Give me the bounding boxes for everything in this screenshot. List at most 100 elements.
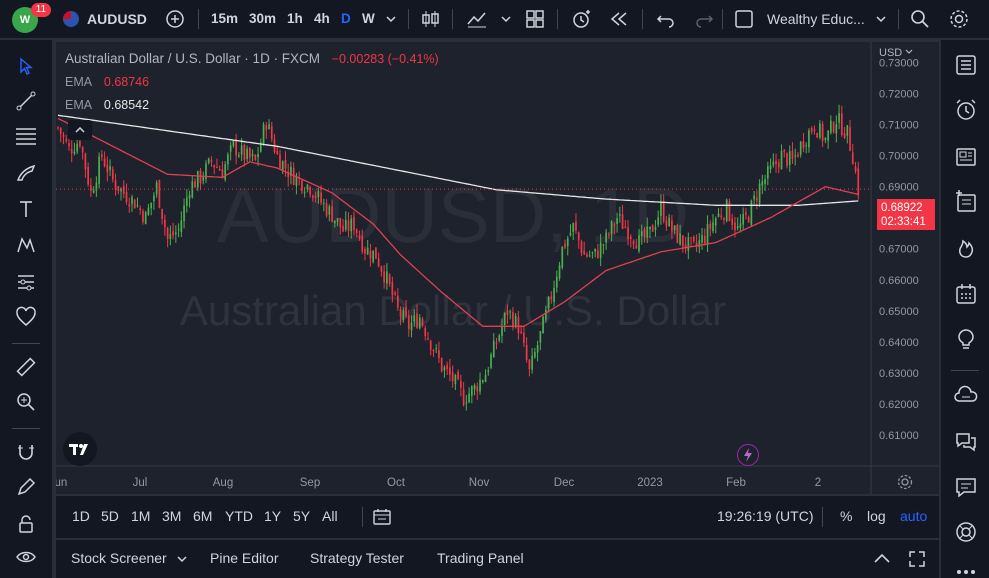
settings-button[interactable]	[948, 8, 970, 30]
help-button[interactable]	[951, 517, 981, 547]
redo-button[interactable]	[693, 8, 715, 30]
percent-scale-toggle[interactable]: %	[840, 508, 853, 524]
tradingview-logo[interactable]	[63, 432, 97, 466]
range-5d-button[interactable]: 5D	[101, 508, 119, 524]
currency-selector[interactable]: USD	[879, 47, 913, 59]
square-icon	[735, 10, 753, 28]
candle-body	[295, 175, 298, 186]
candle-body	[583, 250, 586, 255]
magnet-tool[interactable]	[12, 438, 40, 466]
clock-timezone[interactable]: 19:26:19 (UTC)	[717, 508, 814, 524]
interval-w-button[interactable]: W	[362, 11, 375, 26]
candle-body	[566, 238, 569, 247]
interval-4h-button[interactable]: 4h	[314, 11, 330, 26]
range-all-button[interactable]: All	[322, 508, 338, 524]
search-button[interactable]	[909, 8, 931, 30]
chart-pane[interactable]: AUDUSD, 1D Australian Dollar / U.S. Dolla…	[56, 42, 939, 494]
chart-type-button[interactable]	[420, 8, 442, 30]
calendar-arrow-icon	[373, 509, 391, 525]
cursor-tool[interactable]	[12, 52, 40, 80]
calendar-button[interactable]	[951, 279, 981, 309]
alerts-button[interactable]	[951, 95, 981, 125]
undo-button[interactable]	[655, 8, 677, 30]
tab-pine-editor[interactable]: Pine Editor	[210, 550, 279, 566]
stay-in-drawing-tool[interactable]	[12, 473, 40, 501]
templates-dropdown-button[interactable]	[500, 8, 512, 30]
range-1m-button[interactable]: 1M	[131, 508, 151, 524]
candle-body	[322, 203, 325, 205]
data-window-button[interactable]	[951, 187, 981, 217]
hotlists-button[interactable]	[951, 233, 981, 263]
add-symbol-button[interactable]	[164, 8, 186, 30]
layouts-button[interactable]	[524, 8, 546, 30]
range-1d-button[interactable]: 1D	[72, 508, 90, 524]
watchlist-button[interactable]	[951, 50, 981, 80]
range-1y-button[interactable]: 1Y	[264, 508, 282, 524]
indicators-button[interactable]	[466, 8, 488, 30]
chats-button[interactable]	[951, 426, 981, 456]
text-tool[interactable]	[12, 195, 40, 223]
range-5y-button[interactable]: 5Y	[293, 508, 311, 524]
pattern-tool[interactable]	[12, 231, 40, 259]
range-6m-button[interactable]: 6M	[193, 508, 213, 524]
tab-trading-panel[interactable]: Trading Panel	[437, 550, 524, 566]
screener-dropdown-button[interactable]	[176, 552, 188, 571]
time-tick-label: Nov	[469, 477, 490, 489]
candle-body	[857, 168, 860, 196]
news-button[interactable]	[951, 142, 981, 172]
layout-select-button[interactable]	[733, 8, 755, 30]
zoom-tool[interactable]	[12, 388, 40, 416]
candle-body	[777, 162, 780, 168]
brush-tool[interactable]	[12, 159, 40, 187]
ema-slow-legend[interactable]: EMA 0.68542	[65, 98, 149, 112]
ema-fast-legend[interactable]: EMA 0.68746	[65, 75, 149, 89]
interval-30m-button[interactable]: 30m	[249, 11, 277, 26]
range-3m-button[interactable]: 3M	[162, 508, 182, 524]
events-button[interactable]	[737, 444, 759, 466]
collapse-legend-button[interactable]	[68, 120, 92, 140]
watermark-name: Australian Dollar / U.S. Dollar	[180, 287, 726, 334]
tab-strategy-tester[interactable]: Strategy Tester	[310, 550, 404, 566]
candle-body	[284, 160, 287, 169]
chart-legend-title[interactable]: Australian Dollar / U.S. Dollar · 1D · F…	[65, 51, 439, 66]
alert-button[interactable]	[570, 8, 592, 30]
maximize-panel-button[interactable]	[907, 549, 927, 574]
gear-icon	[950, 10, 968, 28]
range-ytd-button[interactable]: YTD	[225, 508, 253, 524]
candle-body	[438, 350, 440, 359]
message-icon	[956, 478, 976, 498]
streams-button[interactable]	[951, 382, 981, 412]
go-to-date-button[interactable]	[372, 507, 392, 532]
lock-drawings-tool[interactable]	[12, 510, 40, 538]
tab-stock-screener[interactable]: Stock Screener	[71, 550, 167, 566]
layout-dropdown-button[interactable]	[875, 8, 887, 30]
hide-drawings-tool[interactable]	[12, 543, 40, 571]
fib-tool[interactable]	[12, 122, 40, 150]
chart-settings-button[interactable]	[896, 473, 914, 496]
currency-label: USD	[879, 47, 903, 59]
time-tick-label: Aug	[213, 477, 233, 489]
price-chart[interactable]: AUDUSD, 1D Australian Dollar / U.S. Dolla…	[56, 42, 939, 494]
trend-line-tool[interactable]	[12, 87, 40, 115]
ideas-button[interactable]	[951, 325, 981, 355]
candle-body	[676, 225, 679, 243]
candle-body	[427, 338, 429, 340]
interval-1h-button[interactable]: 1h	[287, 11, 303, 26]
prediction-tool[interactable]	[12, 268, 40, 296]
icons-tool[interactable]	[12, 303, 40, 331]
candle-body	[594, 248, 597, 252]
chat-bubbles-icon	[956, 433, 976, 452]
symbol-search-button[interactable]: AUDUSD	[87, 11, 147, 27]
interval-dropdown-button[interactable]	[385, 8, 397, 30]
auto-scale-toggle[interactable]: auto	[900, 508, 928, 524]
more-button[interactable]	[951, 560, 981, 578]
replay-button[interactable]	[608, 8, 630, 30]
candle-body	[279, 154, 281, 169]
log-scale-toggle[interactable]: log	[867, 508, 886, 524]
messages-button[interactable]	[951, 472, 981, 502]
interval-15m-button[interactable]: 15m	[211, 11, 239, 26]
measure-tool[interactable]	[12, 353, 40, 381]
interval-d-button[interactable]: D	[341, 11, 351, 26]
expand-panel-button[interactable]	[873, 551, 891, 572]
layout-name[interactable]: Wealthy Educ...	[767, 11, 865, 27]
